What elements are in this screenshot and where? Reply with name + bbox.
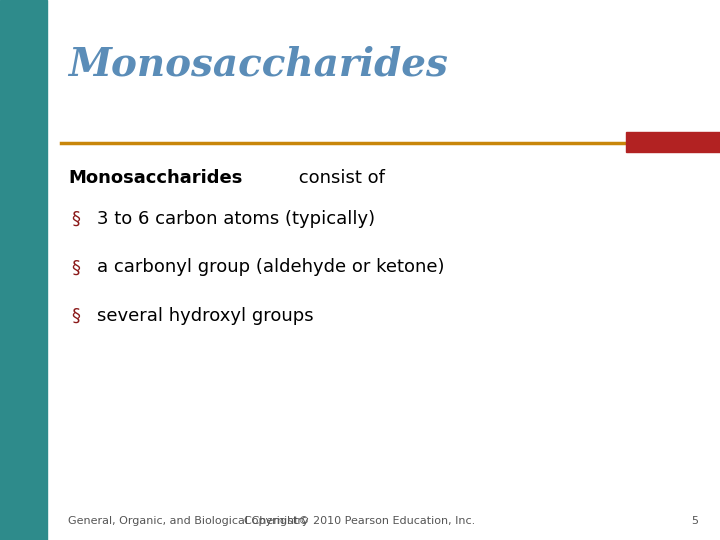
Text: 3 to 6 carbon atoms (typically): 3 to 6 carbon atoms (typically) [97,210,375,228]
Bar [626,132,720,152]
Text: consist of: consist of [294,169,385,187]
Text: a carbonyl group (aldehyde or ketone): a carbonyl group (aldehyde or ketone) [97,258,445,276]
Text: Monosaccharides: Monosaccharides [68,46,449,84]
Text: §: § [71,258,80,276]
Text: several hydroxyl groups: several hydroxyl groups [97,307,314,325]
Text: General, Organic, and Biological Chemistry: General, Organic, and Biological Chemist… [68,516,309,526]
Bar [0,0,47,540]
Text: §: § [71,307,80,325]
Text: 5: 5 [691,516,698,526]
Text: Monosaccharides: Monosaccharides [68,169,243,187]
Text: Copyright© 2010 Pearson Education, Inc.: Copyright© 2010 Pearson Education, Inc. [244,516,476,526]
Text: §: § [71,210,80,228]
